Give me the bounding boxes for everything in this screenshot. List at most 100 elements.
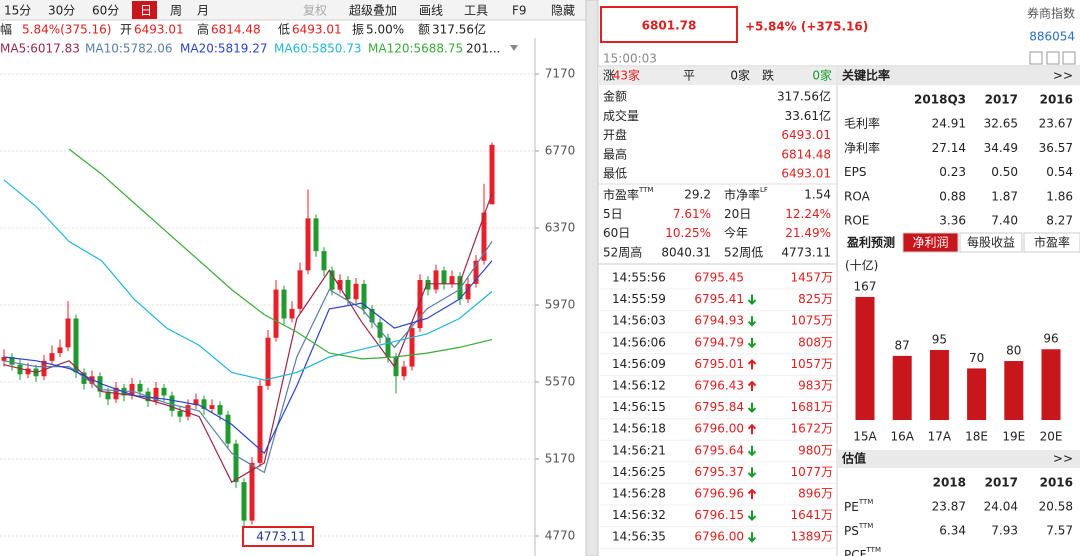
arrow-down	[747, 445, 757, 457]
pair-label: 60日	[603, 226, 630, 240]
breadth-label: 涨	[603, 68, 615, 83]
trade-time: 14:56:18	[612, 422, 666, 436]
candle-body	[369, 308, 375, 323]
data-label: 70	[969, 351, 984, 365]
tab[interactable]	[1023, 232, 1080, 253]
price-box	[600, 6, 738, 43]
pair-label: 今年	[724, 225, 748, 240]
quote-label: 振	[352, 23, 364, 37]
data-label: 95	[932, 332, 947, 346]
icon[interactable]	[1029, 51, 1043, 65]
forecast-tab[interactable]: 净利润	[912, 236, 948, 250]
candle-body	[41, 360, 47, 377]
toolbar-button[interactable]: 30分	[48, 4, 75, 18]
tab-active[interactable]	[902, 232, 959, 253]
splitter	[585, 0, 599, 556]
toolbar-button[interactable]: 月	[197, 4, 209, 18]
ratio-value: 0.88	[939, 189, 966, 203]
valuation-header-bg	[838, 450, 1080, 468]
ratio-value: 1.86	[1046, 189, 1073, 203]
trade-time: 14:56:03	[612, 314, 666, 328]
toolbar-button[interactable]: 日	[140, 4, 152, 18]
toolbar-button[interactable]: 复权	[303, 4, 327, 18]
toolbar-button[interactable]: 周	[170, 4, 182, 18]
trade-price: 6795.37	[694, 465, 744, 479]
valuation-label-sup: TTM	[866, 546, 881, 554]
quote-label: 幅	[0, 22, 12, 37]
legend-item: MA60:5850.73	[274, 42, 362, 56]
valuation-label: PETTM	[844, 498, 873, 514]
stat-label: 最高	[603, 146, 627, 161]
toolbar-button[interactable]: 超级叠加	[349, 3, 397, 18]
candle-body	[289, 308, 295, 319]
ratio-value: 24.91	[932, 117, 966, 131]
y-tick-label: 5970	[545, 298, 576, 312]
trade-time: 14:56:21	[612, 443, 666, 457]
candle-body	[161, 387, 167, 396]
toolbar-button[interactable]: 工具	[464, 4, 488, 18]
forecast-tab[interactable]: 每股收益	[967, 235, 1015, 250]
section-more[interactable]: >>	[1053, 69, 1073, 83]
ma-line	[3, 260, 493, 455]
candle-body	[217, 405, 223, 415]
stat-label: 金额	[603, 89, 627, 104]
trade-volume: 1641万	[790, 508, 833, 522]
icon[interactable]	[1046, 51, 1060, 65]
stat-value: 317.56亿	[777, 89, 831, 104]
ratio-value: 36.57	[1039, 141, 1073, 155]
quote-label: 高	[197, 22, 209, 37]
tab-active	[132, 1, 157, 19]
quote-value: 5.84%(375.16)	[22, 23, 111, 37]
y-tick-label: 5170	[545, 452, 576, 466]
tab[interactable]	[959, 232, 1023, 253]
trade-time: 14:56:15	[612, 400, 666, 414]
section-more[interactable]: >>	[1053, 452, 1073, 466]
toolbar-button[interactable]: F9	[512, 4, 527, 18]
stat-value: 6814.48	[781, 147, 831, 161]
toolbar-button[interactable]: 15分	[4, 4, 31, 18]
annotation-box	[242, 526, 314, 547]
toolbar-button[interactable]: 隐藏	[551, 4, 575, 18]
ratio-label: ROA	[844, 189, 871, 203]
pair-value: 4773.11	[781, 245, 831, 259]
valuation-label-sup: TTM	[858, 522, 873, 530]
candle-body	[337, 279, 343, 290]
toolbar-button[interactable]: 画线	[419, 4, 443, 18]
trade-time: 14:56:09	[612, 357, 666, 371]
breadth-bg	[598, 67, 836, 85]
ratio-value: 1.87	[991, 189, 1018, 203]
valuation-value: 7.57	[1046, 524, 1073, 538]
y-tick-label: 5570	[545, 375, 576, 389]
trade-price: 6794.93	[694, 314, 744, 328]
candle-body	[17, 364, 23, 375]
trade-volume: 1672万	[790, 422, 833, 436]
candle-body	[305, 218, 311, 271]
quote-value: 6493.01	[292, 23, 342, 37]
column-header: 2016	[1040, 476, 1073, 490]
candle-body	[89, 376, 95, 384]
trade-price: 6795.01	[694, 357, 744, 371]
ratio-value: 27.14	[932, 141, 966, 155]
last-price: 6801.78	[642, 19, 697, 33]
trade-time: 14:56:32	[612, 508, 666, 522]
pair-value: 29.2	[684, 188, 711, 202]
candle-body	[97, 376, 103, 392]
icon[interactable]	[1062, 51, 1076, 65]
ma-line	[68, 148, 493, 360]
trade-volume: 896万	[798, 487, 833, 501]
candle-body	[417, 279, 423, 329]
trade-volume: 1077万	[790, 465, 833, 479]
bar	[967, 368, 987, 420]
x-tick-label: 19E	[1002, 430, 1025, 444]
candle-body	[257, 385, 263, 463]
forecast-tab[interactable]: 市盈率	[1034, 235, 1070, 250]
candle-body	[177, 410, 183, 417]
toolbar-button[interactable]: 60分	[92, 4, 119, 18]
trade-volume: 1457万	[790, 271, 833, 285]
trade-time: 14:56:28	[612, 487, 666, 501]
candle-body	[1, 356, 7, 361]
candle-body	[329, 270, 335, 290]
candle-body	[9, 356, 15, 365]
dropdown-icon[interactable]	[510, 45, 518, 51]
candle-body	[433, 270, 439, 290]
